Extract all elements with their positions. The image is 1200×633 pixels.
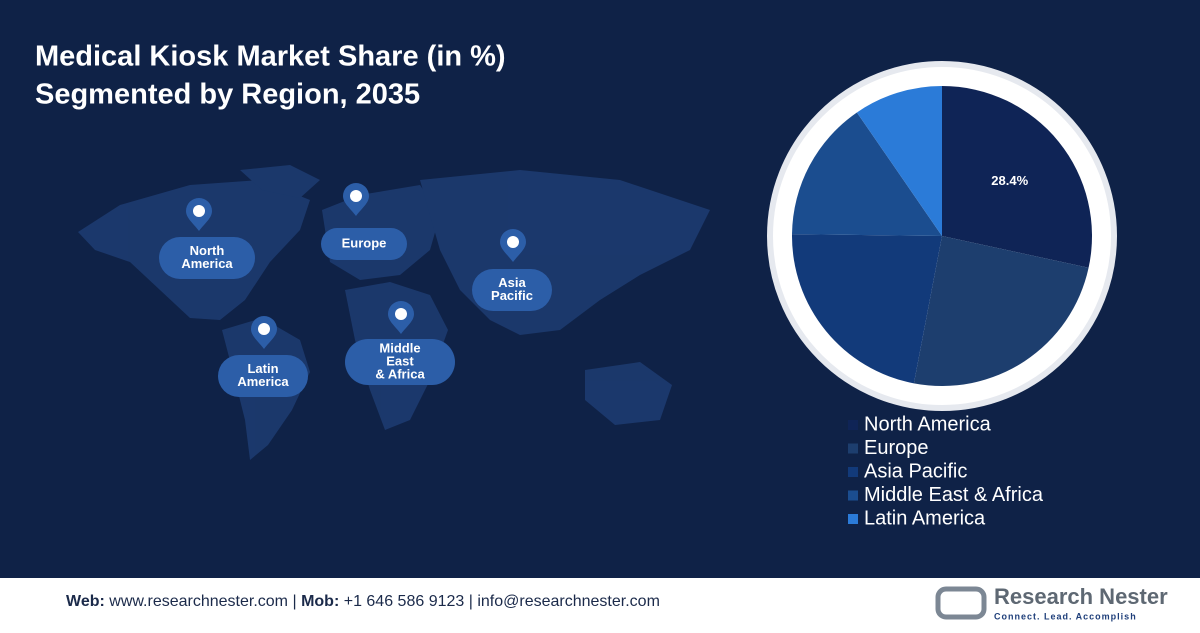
region-label: Middle: [379, 340, 420, 355]
footer-line: Web: www.researchnester.com | Mob: +1 64…: [66, 593, 660, 610]
region-label: North: [190, 243, 225, 258]
pie-slice: [942, 86, 1092, 268]
region-pin-dot: [395, 308, 407, 320]
legend-swatch: [848, 514, 858, 524]
footer-band: [0, 578, 1200, 628]
region-pill: [218, 355, 308, 397]
region-label: America: [237, 374, 289, 389]
region-label: Asia: [498, 275, 526, 290]
legend-label: North America: [864, 413, 992, 435]
region-label: Latin: [247, 361, 278, 376]
footer-email: info@researchnester.com: [477, 593, 660, 610]
logo-name: Research Nester: [994, 584, 1168, 609]
region-label: Pacific: [491, 288, 533, 303]
footer-web: www.researchnester.com: [108, 593, 288, 610]
region-pin-dot: [507, 236, 519, 248]
region-label: America: [181, 256, 233, 271]
legend-label: Latin America: [864, 507, 986, 529]
chart-subtitle: Segmented by Region, 2035: [35, 79, 420, 111]
pie-slice: [792, 234, 942, 384]
region-pin-dot: [350, 190, 362, 202]
legend-label: Middle East & Africa: [864, 484, 1044, 506]
logo-icon: [935, 586, 987, 620]
legend-label: Asia Pacific: [864, 460, 967, 482]
region-label: Europe: [342, 235, 387, 250]
pie-slice: [856, 86, 942, 236]
region-pill: [472, 269, 552, 311]
legend-label: Europe: [864, 437, 929, 459]
logo: Research Nester Connect. Lead. Accomplis…: [935, 584, 1168, 621]
region-pill: [159, 237, 255, 279]
footer-label: Mob:: [301, 593, 339, 610]
footer-label: Web:: [66, 593, 105, 610]
pie-slice: [792, 112, 942, 236]
region-pin-dot: [258, 323, 270, 335]
region-pill: [345, 339, 455, 385]
legend-swatch: [848, 420, 858, 430]
legend-swatch: [848, 467, 858, 477]
legend-swatch: [848, 443, 858, 454]
region-pill: [321, 228, 407, 260]
footer-mob: +1 646 586 9123: [344, 593, 465, 610]
region-label: & Africa: [375, 366, 425, 381]
logo-tagline: Connect. Lead. Accomplish: [994, 611, 1137, 621]
pie-slice: [913, 236, 1089, 386]
region-label: East: [386, 353, 414, 368]
footer: Web: www.researchnester.com | Mob: +1 64…: [66, 593, 660, 610]
legend-swatch: [848, 490, 858, 501]
footer-separator: |: [469, 593, 473, 610]
region-pin-dot: [193, 205, 205, 217]
data-label: 28.4%: [991, 173, 1028, 188]
chart-title: Medical Kiosk Market Share (in %): [35, 41, 506, 73]
footer-separator: |: [292, 593, 296, 610]
